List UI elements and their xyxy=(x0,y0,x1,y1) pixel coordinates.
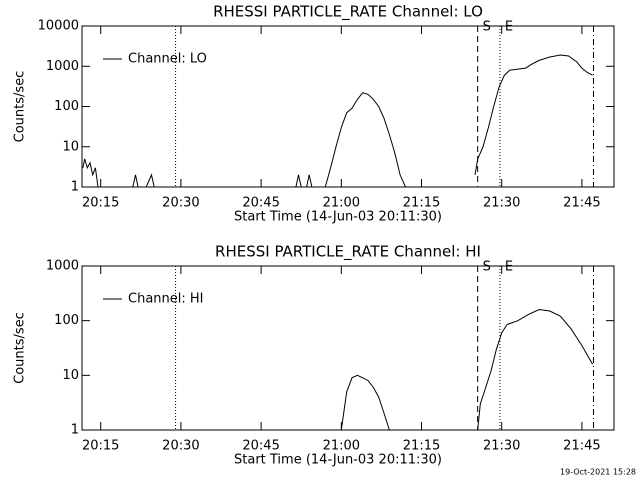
legend-label: Channel: LO xyxy=(128,52,207,67)
x-tick-label: 20:30 xyxy=(162,439,199,454)
x-axis-label: Start Time (14-Jun-03 20:11:30) xyxy=(234,210,442,225)
y-tick-label: 10 xyxy=(62,139,79,154)
y-tick-label: 1000 xyxy=(46,59,79,74)
chart-title: RHESSI PARTICLE_RATE Channel: HI xyxy=(215,243,481,262)
x-tick-label: 20:15 xyxy=(82,439,119,454)
marker-label: E xyxy=(505,20,513,35)
x-tick-label: 21:45 xyxy=(563,196,600,211)
x-tick-label: 21:15 xyxy=(403,439,440,454)
x-tick-label: 21:30 xyxy=(483,196,520,211)
y-tick-label: 100 xyxy=(54,99,79,114)
x-axis-label: Start Time (14-Jun-03 20:11:30) xyxy=(234,453,442,468)
data-line xyxy=(340,308,594,431)
x-tick-label: 20:45 xyxy=(242,196,279,211)
legend-label: Channel: HI xyxy=(128,292,204,307)
y-tick-label: 1 xyxy=(71,423,79,438)
x-tick-label: 21:45 xyxy=(563,439,600,454)
y-tick-label: 10000 xyxy=(38,19,79,34)
y-tick-label: 1 xyxy=(71,180,79,195)
y-axis-label: Counts/sec xyxy=(13,312,28,384)
data-line xyxy=(82,54,593,188)
x-tick-label: 20:30 xyxy=(162,196,199,211)
x-tick-label: 21:30 xyxy=(483,439,520,454)
x-tick-label: 20:45 xyxy=(242,439,279,454)
marker-label: S xyxy=(483,20,491,35)
plot-frame xyxy=(81,25,615,188)
marker-label: E xyxy=(505,260,513,275)
plot-frame xyxy=(81,265,615,431)
marker-label: S xyxy=(483,260,491,275)
x-tick-label: 21:00 xyxy=(323,196,360,211)
footer: 19-Oct-2021 15:28 xyxy=(560,468,636,477)
y-tick-label: 1000 xyxy=(46,259,79,274)
y-tick-label: 100 xyxy=(54,313,79,328)
y-axis-label: Counts/sec xyxy=(13,71,28,143)
y-tick-label: 10 xyxy=(62,368,79,383)
x-tick-label: 20:15 xyxy=(82,196,119,211)
x-tick-label: 21:15 xyxy=(403,196,440,211)
x-tick-label: 21:00 xyxy=(323,439,360,454)
chart-title: RHESSI PARTICLE_RATE Channel: LO xyxy=(213,3,483,22)
